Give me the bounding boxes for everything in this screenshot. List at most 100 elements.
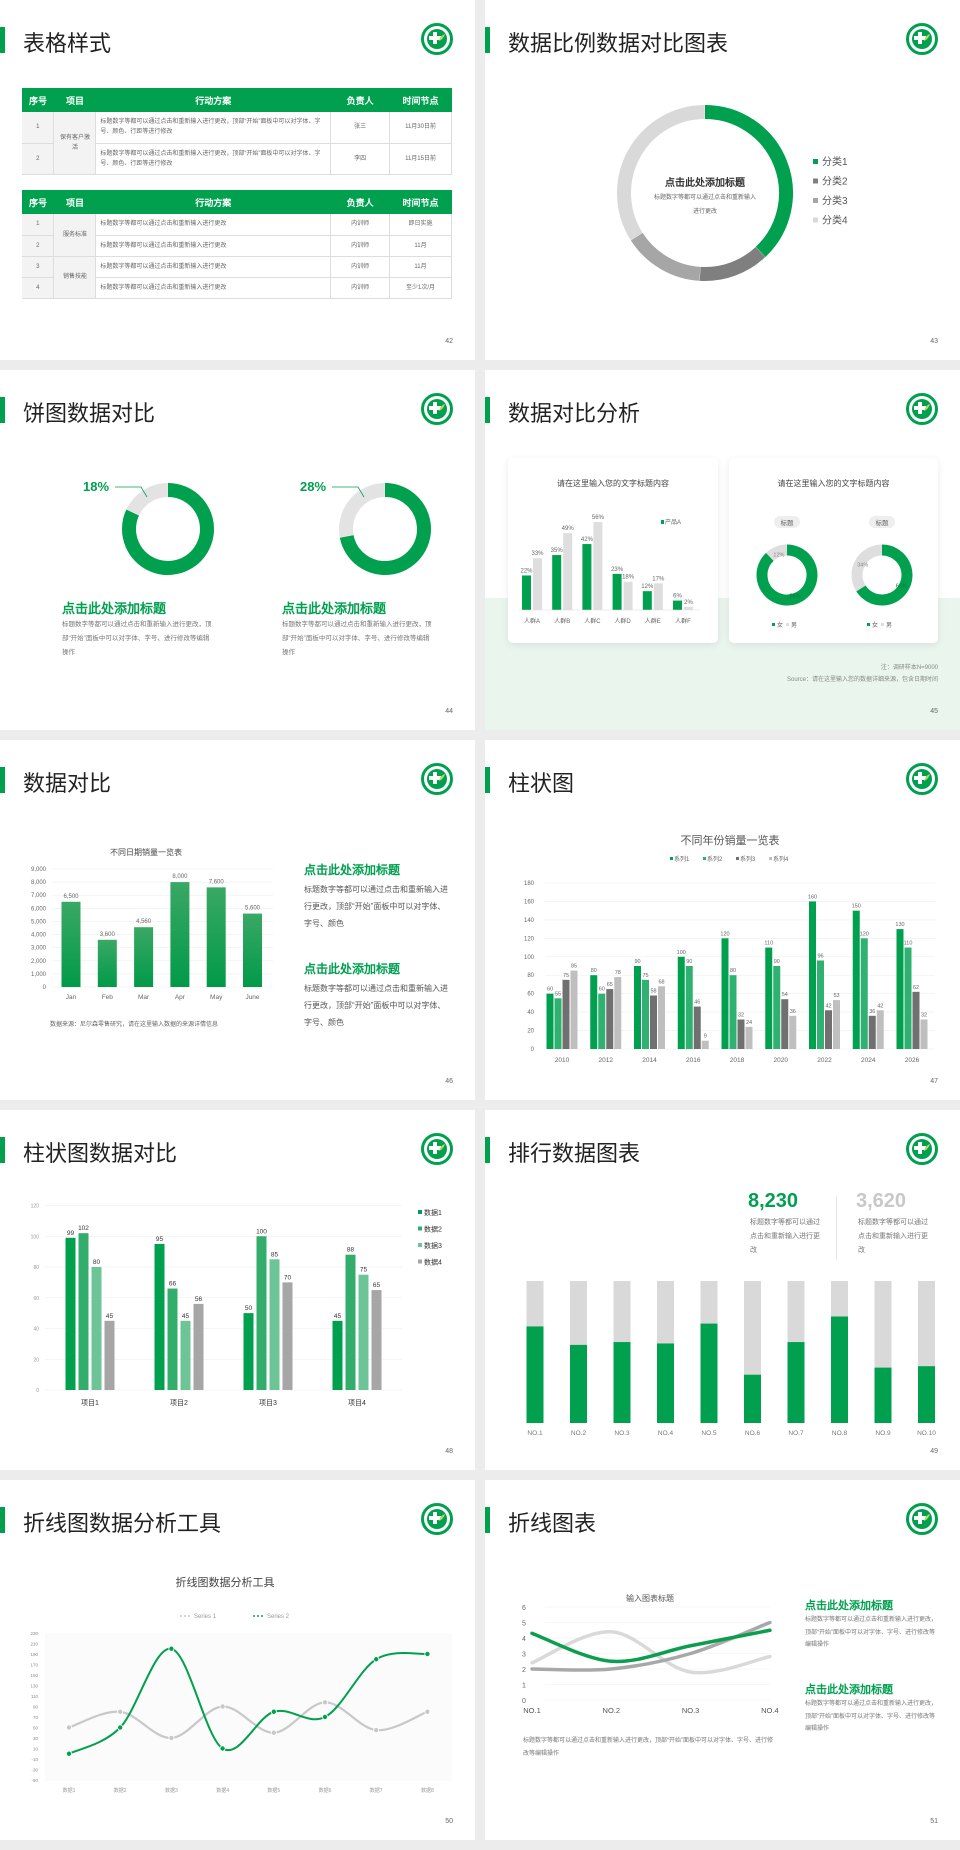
block-body: 标题数字等都可以通过点击和重新输入进行更改，顶部“开始”面板中可以对字体、字号、… (62, 621, 212, 656)
category-label: 项目3 (259, 1399, 277, 1407)
data-point (117, 1708, 124, 1715)
bar-fill (700, 1323, 718, 1423)
legend-swatch (418, 1259, 422, 1264)
title-accent-bar (0, 27, 5, 53)
cell-owner: 内训师 (330, 235, 391, 257)
category-label: 数据6 (319, 1787, 332, 1794)
bar (358, 1274, 369, 1390)
category-label: 数据1 (63, 1787, 76, 1794)
category-label: 2024 (861, 1057, 876, 1064)
category-label: 2016 (686, 1057, 701, 1064)
table-header: 序号 项目 行动方案 负责人 时间节点 (22, 88, 452, 112)
series-line (68, 1647, 428, 1755)
cell-plan: 标题数字等都可以通过点击和重新输入进行更改 (95, 235, 332, 257)
data-label: 68 (658, 979, 664, 985)
header-cell: 项目 (53, 190, 96, 214)
y-tick-label: 6,000 (31, 906, 47, 912)
data-label: 95 (156, 1236, 164, 1243)
block-body: 标题数字等都可以通过点击和重新输入进行更改，顶部“开始”面板中可以对字体、字号、… (805, 1617, 938, 1648)
cell-owner: 内训师 (330, 214, 391, 236)
data-label: 120 (720, 931, 729, 937)
pill-label: 标题 (781, 518, 795, 527)
legend-swatch (813, 159, 818, 164)
data-label: 7,600 (209, 879, 225, 885)
category-label: 2020 (774, 1057, 789, 1064)
stat-text: 标题数字等都可以通过点击和重新输入进行更改 (750, 1219, 820, 1254)
data-label: 90 (634, 959, 640, 965)
donut-segment (122, 483, 214, 575)
cell-plan: 标题数字等都可以通过点击和重新输入进行更改 (95, 256, 332, 278)
category-label: NO.1 (527, 1430, 543, 1437)
bar (650, 995, 657, 1049)
page-number: 48 (445, 1448, 453, 1455)
donut-segment (339, 483, 386, 538)
slide-48: 柱状图数据对比 0 20 40 60 80 100 120 99 102 80 45 项目1 95 66 4… (0, 1110, 475, 1470)
legend-label: 男 (886, 622, 892, 629)
slide-47: 柱状图 不同年份销量一览表 系列1 系列2 系列3 系列4 0 20 40 60 80 100 120… (485, 740, 960, 1100)
page-number: 44 (445, 708, 453, 715)
data-label: 9 (704, 1034, 707, 1040)
data-label: 42 (877, 1003, 883, 1009)
category-label: 数据2 (114, 1787, 127, 1794)
data-point (270, 1729, 277, 1736)
y-tick-label: 8,000 (31, 880, 47, 886)
logo-icon (906, 1503, 938, 1535)
legend-swatch (786, 623, 789, 626)
page-number: 46 (445, 1078, 453, 1085)
bar (729, 975, 737, 1049)
cell-owner: 李四 (330, 143, 391, 175)
data-point (270, 1708, 277, 1715)
slide-43: 数据比例数据对比图表 分类1 分类2 分类3 分类4 点击此处添加标题 标题数字等都可… (485, 0, 960, 360)
bar (65, 1237, 76, 1390)
data-label: 54 (782, 992, 788, 998)
legend-label: 分类1 (822, 155, 848, 168)
data-point (373, 1656, 380, 1663)
category-label: NO.7 (788, 1430, 804, 1437)
category-label: NO.5 (701, 1430, 717, 1437)
data-label: 102 (78, 1225, 89, 1232)
y-tick-label: 80 (33, 1265, 39, 1271)
bar (180, 1320, 191, 1390)
data-label: 150 (852, 904, 861, 910)
donut-segment (617, 105, 705, 241)
bar-fill (874, 1367, 892, 1423)
bar (243, 913, 262, 987)
category-label: 数据8 (421, 1787, 434, 1794)
donut-segment (756, 544, 818, 606)
page-number: 51 (930, 1818, 938, 1825)
category-label: 人群D (614, 617, 631, 625)
category-label: May (210, 994, 223, 1001)
legend-label: 男 (791, 622, 797, 629)
data-label: 42 (825, 1003, 831, 1009)
unit: % (618, 567, 624, 573)
data-label: 23% (611, 567, 624, 573)
unit: % (527, 568, 533, 574)
legend-label: 系列1 (674, 855, 690, 863)
data-label: 17% (652, 576, 665, 582)
unit: % (648, 584, 654, 590)
data-label: 100 (677, 950, 686, 956)
cell-time: 11月 (389, 235, 452, 257)
category-label: NO.10 (917, 1430, 936, 1437)
data-point (424, 1650, 431, 1657)
bar (78, 1233, 89, 1390)
category-label: 2010 (555, 1057, 570, 1064)
title-accent-bar (485, 397, 490, 423)
category-label: NO.9 (875, 1430, 891, 1437)
data-label: 85 (571, 964, 577, 970)
slide-51: 折线图表 输入图表标题 0 1 2 3 4 5 6 NO.1 NO.2 NO.3 NO.4 标题数字等… (485, 1480, 960, 1840)
bar (673, 600, 682, 610)
bar (170, 882, 190, 987)
data-label: 96 (817, 953, 823, 959)
legend-label: 产品A (665, 518, 681, 526)
legend-label: 系列4 (773, 855, 789, 863)
category-label: 2026 (905, 1057, 920, 1064)
logo-icon (906, 393, 938, 425)
data-label: 58 (650, 989, 656, 995)
legend-label: 数据1 (424, 1208, 442, 1217)
chart-title: 不同年份销量一览表 (681, 833, 780, 847)
logo-icon (421, 23, 453, 55)
unit: % (780, 553, 785, 559)
slide-44: 饼图数据对比 18% 28% 点击此处添加标题 标题数字等都可以通过点击和重新输入… (0, 370, 475, 730)
